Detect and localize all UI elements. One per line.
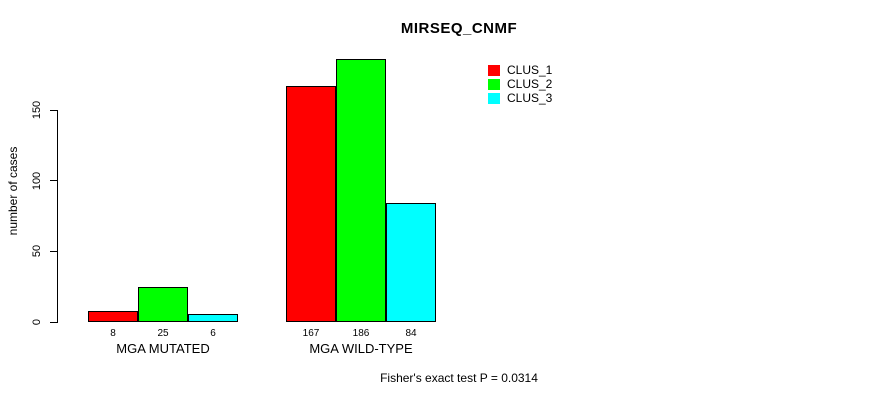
bar-value-label: 186	[352, 328, 370, 339]
bar-clus_2-mga-mutated	[138, 287, 188, 322]
bar-value-label: 6	[210, 328, 216, 339]
y-axis-title: number of cases	[6, 146, 20, 236]
clus-2-swatch-icon	[488, 78, 500, 90]
bar-clus_2-mga-wild-type	[336, 59, 386, 322]
y-tick-mark	[50, 109, 58, 111]
bar-clus_3-mga-wild-type	[386, 203, 436, 322]
bar-clus_1-mga-mutated	[88, 311, 138, 322]
legend-label-clus-1: CLUS_1	[507, 63, 553, 77]
legend-item-clus-2: CLUS_2	[488, 77, 552, 91]
legend-item-clus-1: CLUS_1	[488, 63, 552, 77]
y-tick-label: 50	[31, 245, 43, 258]
chart-title: MIRSEQ_CNMF	[400, 20, 518, 37]
bar-value-label: 84	[405, 328, 417, 339]
y-tick-label: 0	[31, 318, 43, 326]
legend-label-clus-2: CLUS_2	[507, 77, 553, 91]
bar-value-label: 25	[157, 328, 169, 339]
clus-3-swatch-icon	[488, 92, 500, 104]
legend: CLUS_1 CLUS_2 CLUS_3	[488, 63, 552, 105]
y-tick-label: 150	[31, 100, 43, 120]
bar-value-label: 167	[302, 328, 320, 339]
bar-value-label: 8	[110, 328, 116, 339]
legend-item-clus-3: CLUS_3	[488, 91, 552, 105]
y-tick-mark	[50, 250, 58, 253]
y-tick-label: 100	[31, 171, 43, 190]
y-axis-line	[57, 110, 59, 322]
y-tick-mark	[50, 180, 58, 182]
bar-clus_1-mga-wild-type	[286, 86, 336, 322]
y-tick-mark	[50, 321, 58, 323]
bar-clus_3-mga-mutated	[188, 314, 238, 322]
x-category-label: MGA WILD-TYPE	[309, 341, 413, 356]
x-category-label: MGA MUTATED	[116, 341, 210, 356]
legend-label-clus-3: CLUS_3	[507, 91, 553, 105]
clus-1-swatch-icon	[488, 64, 500, 76]
stat-annotation: Fisher's exact test P = 0.0314	[380, 371, 538, 385]
